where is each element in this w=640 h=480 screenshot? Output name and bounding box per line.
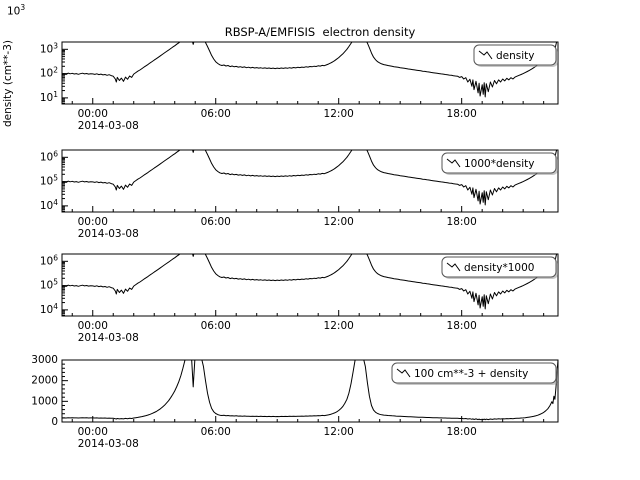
- legend-label: 100 cm**-3 + density: [414, 368, 528, 380]
- legend[interactable]: 100 cm**-3 + density: [391, 362, 558, 385]
- x-tick-label: 18:00: [447, 426, 477, 438]
- legend-label: density*1000: [464, 262, 534, 274]
- date-label: 2014-03-08: [78, 120, 139, 132]
- legend-box[interactable]: [441, 256, 557, 278]
- panel-2: 00:00 06:00 12:00 18:00 2014-03-08 104 105 106 1…: [40, 149, 559, 240]
- x-tick-label: 06:00: [201, 216, 231, 228]
- legend-line-sample-icon: [396, 368, 411, 378]
- panel-1: 00:00 06:00 12:00 18:00 2014-03-08 101 102 103 d…: [40, 41, 559, 132]
- x-tick-label: 12:00: [324, 426, 354, 438]
- x-tick-label: 00:00: [78, 426, 108, 438]
- legend[interactable]: 1000*density: [441, 152, 558, 175]
- x-tick-label: 06:00: [201, 108, 231, 120]
- data-line: [62, 42, 558, 98]
- legend-label: 1000*density: [464, 158, 534, 170]
- x-tick-label: 12:00: [324, 216, 354, 228]
- legend[interactable]: density: [473, 44, 558, 67]
- y-ticks: [62, 359, 68, 423]
- y-tick-label: 102: [40, 66, 58, 80]
- y-tick-label: 2000: [31, 375, 58, 387]
- legend-label: density: [496, 50, 535, 62]
- legend-line-sample-icon: [478, 50, 493, 60]
- x-tick-label: 18:00: [447, 216, 477, 228]
- legend-line-sample-icon: [446, 158, 461, 168]
- y-tick-label: 106: [40, 253, 58, 267]
- chart-title: RBSP-A/EMFISIS electron density: [224, 25, 416, 39]
- panel-3: 00:00 06:00 12:00 18:00 2014-03-08 104 105 106 d…: [40, 253, 559, 344]
- x-tick-label: 18:00: [447, 320, 477, 332]
- x-ticks: [71, 310, 545, 316]
- date-label: 2014-03-08: [78, 228, 139, 240]
- x-tick-label: 00:00: [78, 108, 108, 120]
- plot-area[interactable]: [61, 359, 559, 423]
- x-ticks: [71, 98, 545, 104]
- plot-area[interactable]: [61, 41, 559, 105]
- x-ticks: [71, 206, 545, 212]
- x-tick-label: 06:00: [201, 320, 231, 332]
- plot-area[interactable]: [61, 149, 559, 213]
- x-tick-label: 12:00: [324, 108, 354, 120]
- y-tick-label: 103: [40, 41, 58, 55]
- y-tick-label: 104: [40, 302, 58, 316]
- y-tick-label: 3000: [31, 354, 58, 366]
- stray-tick-base: 10: [7, 5, 21, 18]
- x-ticks: [71, 416, 545, 422]
- y-ticks: [62, 149, 68, 212]
- x-tick-label: 00:00: [78, 216, 108, 228]
- x-tick-label: 18:00: [447, 108, 477, 120]
- legend-box[interactable]: [441, 152, 557, 174]
- legend[interactable]: density*1000: [441, 256, 558, 279]
- data-line: [62, 150, 558, 206]
- stray-top-tick-label: 103: [7, 3, 25, 18]
- legend-line-sample-icon: [446, 262, 461, 272]
- y-ticks: [62, 41, 68, 104]
- y-tick-label: 0: [51, 416, 58, 428]
- x-tick-label: 12:00: [324, 320, 354, 332]
- y-ticks: [62, 253, 68, 316]
- legend-box[interactable]: [391, 362, 557, 384]
- x-tick-label: 00:00: [78, 320, 108, 332]
- y-tick-label: 105: [40, 174, 58, 188]
- y-tick-label: 105: [40, 278, 58, 292]
- panel-4: 00:00 06:00 12:00 18:00 2014-03-08 0 1000 2000 3…: [31, 354, 559, 450]
- legend-box[interactable]: [473, 44, 557, 66]
- date-label: 2014-03-08: [78, 438, 139, 450]
- plot-area[interactable]: [61, 253, 559, 317]
- x-tick-label: 06:00: [201, 426, 231, 438]
- date-label: 2014-03-08: [78, 332, 139, 344]
- stray-tick-exponent: 3: [20, 3, 26, 12]
- y-tick-label: 101: [40, 90, 58, 104]
- y-tick-label: 106: [40, 149, 58, 163]
- y-tick-label: 104: [40, 198, 58, 212]
- y-tick-label: 1000: [31, 395, 58, 407]
- data-line: [62, 254, 558, 310]
